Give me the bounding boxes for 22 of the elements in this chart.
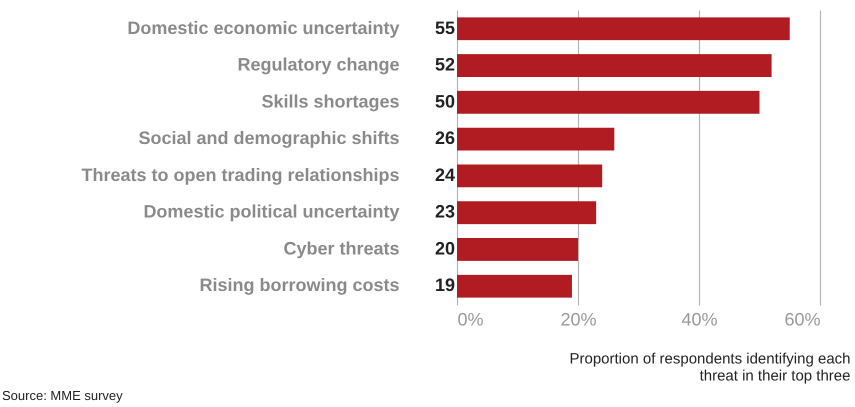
data-label: 24 — [434, 164, 455, 185]
data-label: 50 — [434, 91, 455, 112]
x-tick-label: 20% — [560, 310, 597, 330]
y-tick-label: Rising borrowing costs — [199, 275, 400, 296]
y-tick-label: Cyber threats — [283, 238, 400, 258]
x-tick-label: 60% — [784, 310, 820, 330]
y-tick-label: Domestic political uncertainty — [143, 202, 400, 222]
source-note: Source: MME survey — [2, 388, 124, 403]
y-tick-label: Regulatory change — [237, 54, 400, 75]
data-label: 52 — [434, 54, 455, 75]
data-label: 55 — [434, 18, 455, 38]
data-label: 19 — [434, 275, 455, 296]
y-tick-label: Domestic economic uncertainty — [127, 18, 400, 38]
x-axis-title: Proportion of respondents identifying each threat in their top three — [569, 350, 850, 384]
x-tick-label: 0% — [458, 310, 484, 330]
y-tick-label: Skills shortages — [261, 91, 400, 112]
data-label: 26 — [434, 128, 455, 148]
data-label: 20 — [434, 238, 455, 258]
y-tick-label: Social and demographic shifts — [138, 128, 400, 148]
x-tick-label: 40% — [681, 310, 718, 330]
y-tick-label: Threats to open trading relationships — [81, 164, 400, 185]
data-label: 23 — [434, 202, 455, 222]
